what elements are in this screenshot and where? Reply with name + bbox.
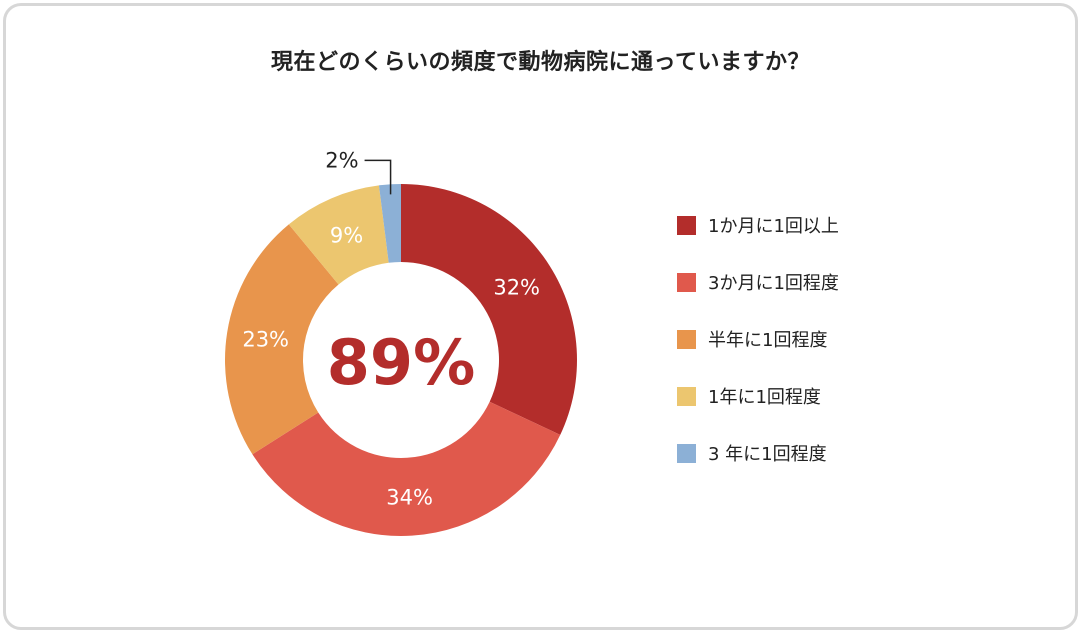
- legend-item-3-years: 3 年に1回程度: [677, 441, 977, 465]
- legend-swatch: [677, 329, 696, 349]
- legend-label: 1年に1回程度: [708, 387, 821, 408]
- center-summary-value: 89%: [327, 326, 475, 399]
- slice-3-months: [252, 401, 561, 537]
- legend-label: 1か月に1回以上: [708, 216, 839, 237]
- legend-swatch: [677, 443, 696, 463]
- slice-3-years: [378, 184, 401, 263]
- data-label-slice-1-month: 32%: [493, 276, 540, 300]
- legend-label: 3か月に1回程度: [708, 273, 839, 294]
- slice-1-month: [401, 184, 577, 435]
- legend-label: 3 年に1回程度: [708, 444, 827, 465]
- legend-item-1-year: 1年に1回程度: [677, 384, 977, 408]
- data-label-slice-half-year: 23%: [242, 328, 289, 352]
- legend-label: 半年に1回程度: [708, 330, 828, 351]
- donut-slice-labels: 32% 34% 23% 9%: [242, 223, 540, 509]
- legend-item-half-year: 半年に1回程度: [677, 327, 977, 351]
- legend-swatch: [677, 215, 696, 235]
- callout-line-slice-3-years: [364, 159, 392, 195]
- legend-swatch: [677, 272, 696, 292]
- legend-swatch: [677, 386, 696, 406]
- data-label-slice-1-year: 9%: [330, 223, 363, 247]
- donut-slices: [225, 184, 577, 537]
- chart-legend: 1か月に1回以上 3か月に1回程度 半年に1回程度 1年に1回程度 3 年に1回…: [677, 213, 977, 498]
- slice-1-year: [288, 185, 389, 285]
- legend-item-3-months: 3か月に1回程度: [677, 270, 977, 294]
- legend-item-1-month: 1か月に1回以上: [677, 213, 977, 237]
- chart-title: 現在どのくらいの頻度で動物病院に通っていますか？: [271, 50, 810, 75]
- data-label-slice-3-years: 2%: [325, 148, 358, 172]
- slice-half-year: [225, 224, 339, 455]
- donut-callout: 2%: [325, 148, 392, 195]
- data-label-slice-3-months: 34%: [386, 486, 433, 510]
